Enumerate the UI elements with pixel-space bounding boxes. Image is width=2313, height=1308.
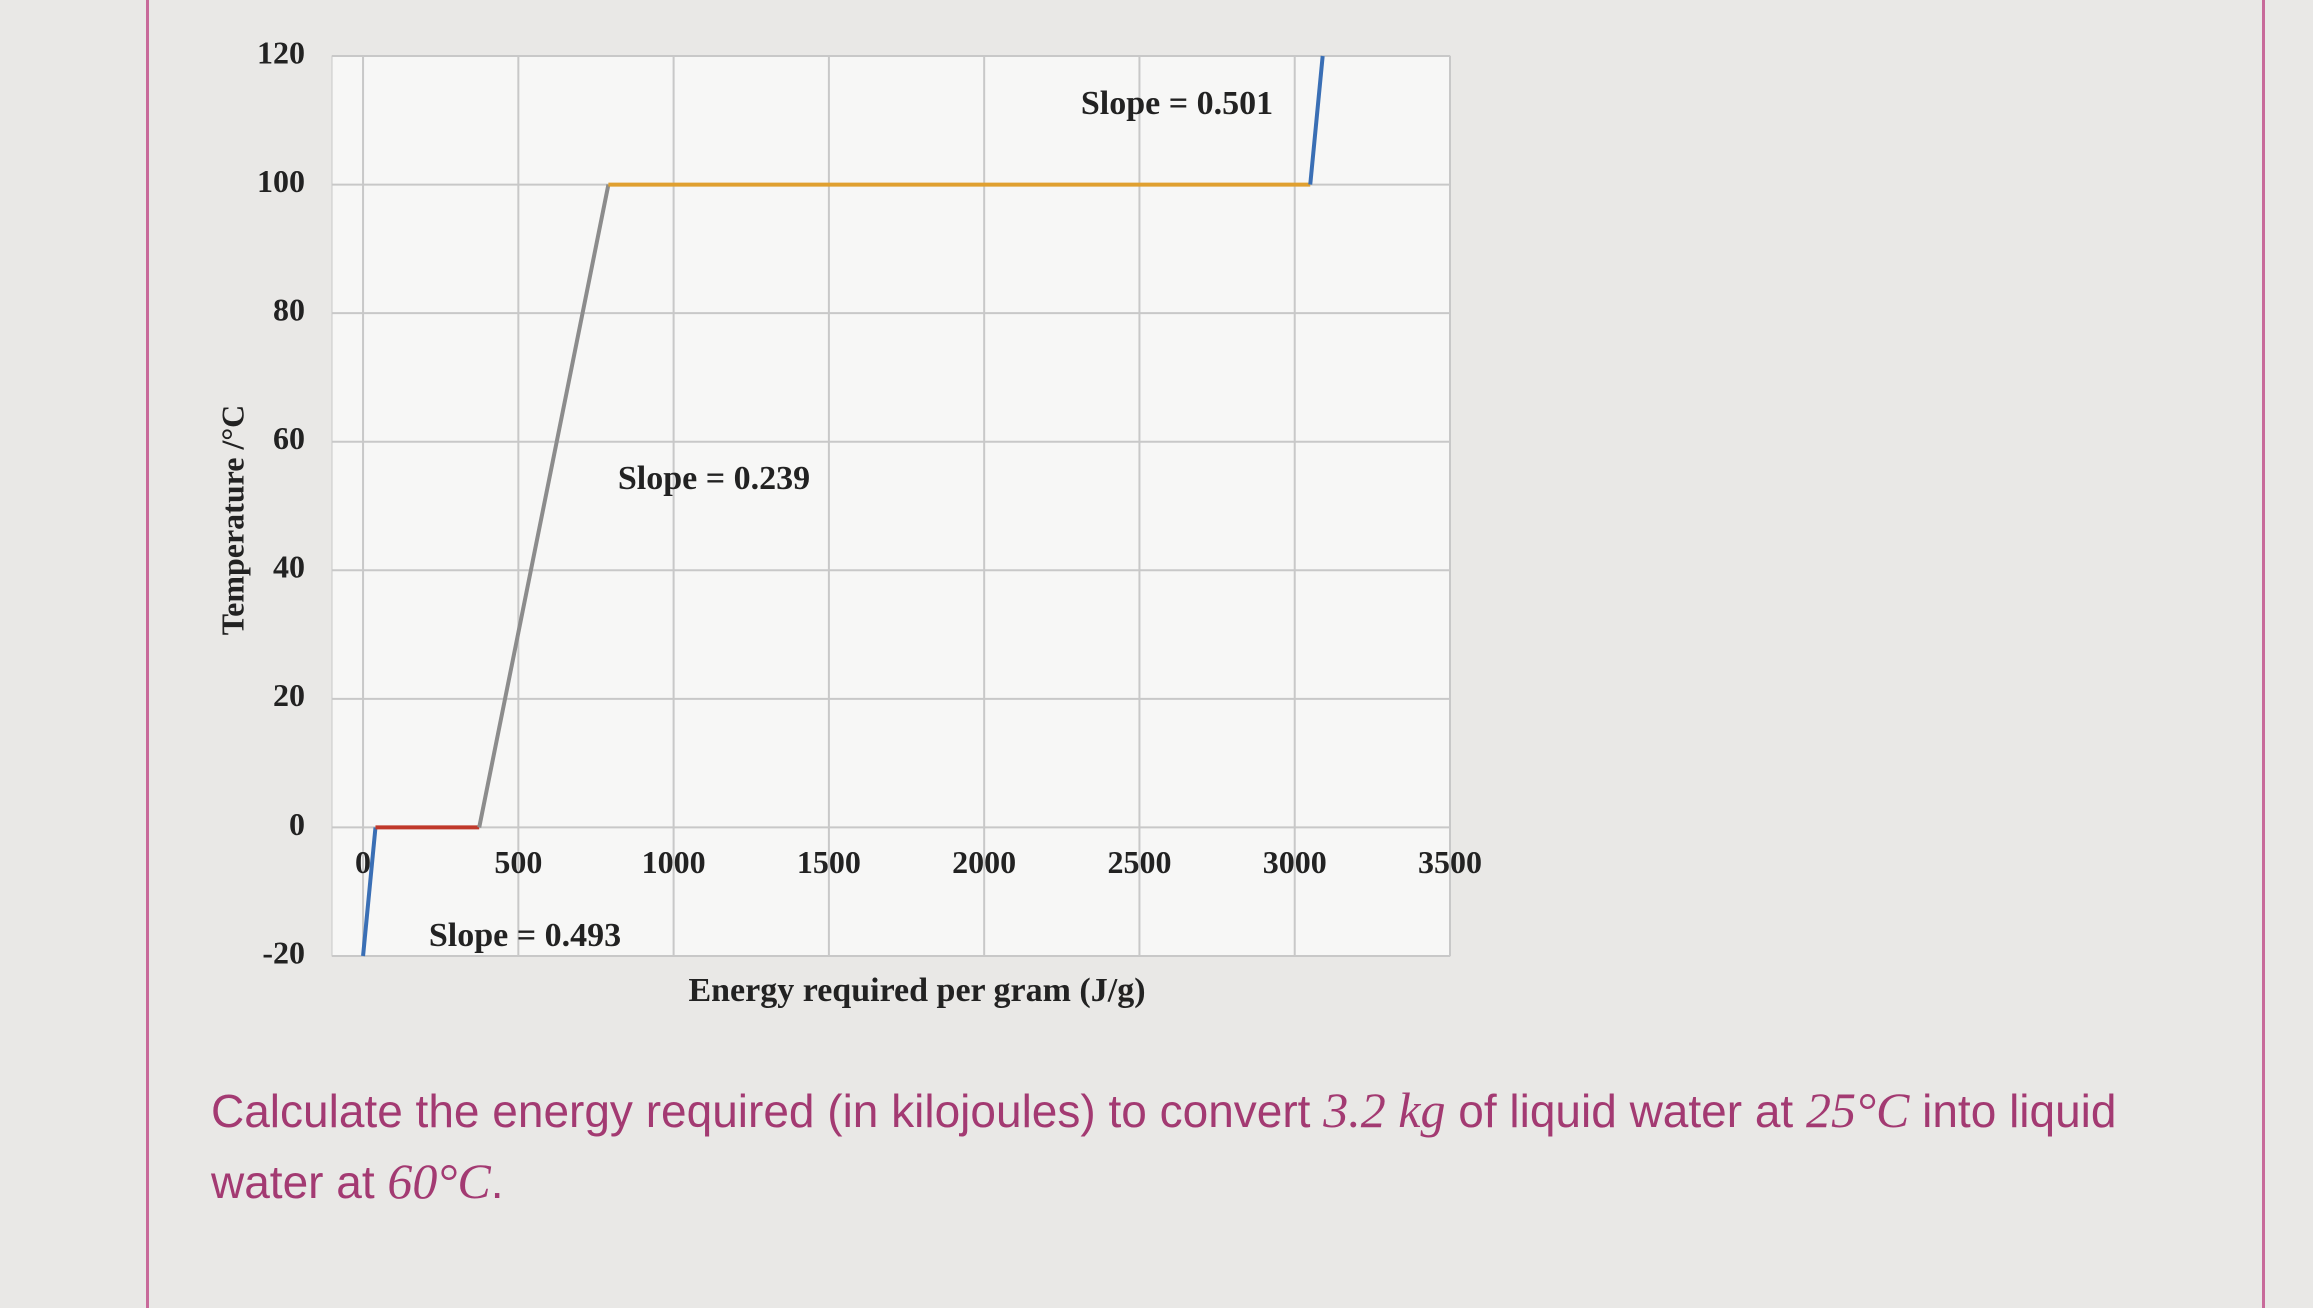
frame-border — [2262, 0, 2265, 1308]
x-tick-label: 1000 — [642, 844, 706, 880]
chart: Temperature /°C Energy required per gram… — [214, 34, 1482, 1009]
question: Calculate the energy required (in kilojo… — [211, 1075, 2191, 1217]
y-axis-label: Temperature /°C — [214, 405, 250, 636]
x-tick-label: 0 — [355, 844, 371, 880]
y-tick-label: -20 — [262, 934, 305, 970]
y-tick-label: 60 — [273, 420, 305, 456]
math: 3.2 kg — [1323, 1082, 1446, 1138]
x-tick-label: 2500 — [1107, 844, 1171, 880]
question-text: Calculate the energy required (in kilojo… — [211, 1085, 1324, 1137]
y-tick-label: 20 — [273, 677, 305, 713]
y-tick-label: 100 — [257, 163, 305, 199]
x-tick-label: 500 — [494, 844, 542, 880]
math: 25°C — [1805, 1082, 1910, 1138]
series-line — [477, 184, 611, 828]
x-tick-label: 2000 — [952, 844, 1016, 880]
math: 60°C — [387, 1153, 491, 1209]
series-line — [361, 827, 378, 957]
x-tick-label: 3000 — [1263, 844, 1327, 880]
annotation: Slope = 0.501 — [1081, 85, 1273, 122]
x-axis-label: Energy required per gram (J/g) — [688, 972, 1145, 1009]
series-line — [1308, 55, 1325, 185]
frame-border — [146, 0, 149, 1308]
question-text: of liquid water at — [1445, 1085, 1806, 1137]
annotation: Slope = 0.493 — [429, 917, 621, 954]
question-text: into liquid water at — [211, 1085, 2117, 1208]
question-text: . — [490, 1156, 504, 1208]
plot-area — [331, 55, 1451, 957]
y-tick-label: 40 — [273, 549, 305, 585]
y-tick-label: 80 — [273, 291, 305, 327]
annotation: Slope = 0.239 — [618, 460, 810, 497]
x-tick-label: 1500 — [797, 844, 861, 880]
y-tick-label: 0 — [289, 806, 305, 842]
x-tick-label: 3500 — [1418, 844, 1482, 880]
y-tick-label: 120 — [257, 34, 305, 70]
